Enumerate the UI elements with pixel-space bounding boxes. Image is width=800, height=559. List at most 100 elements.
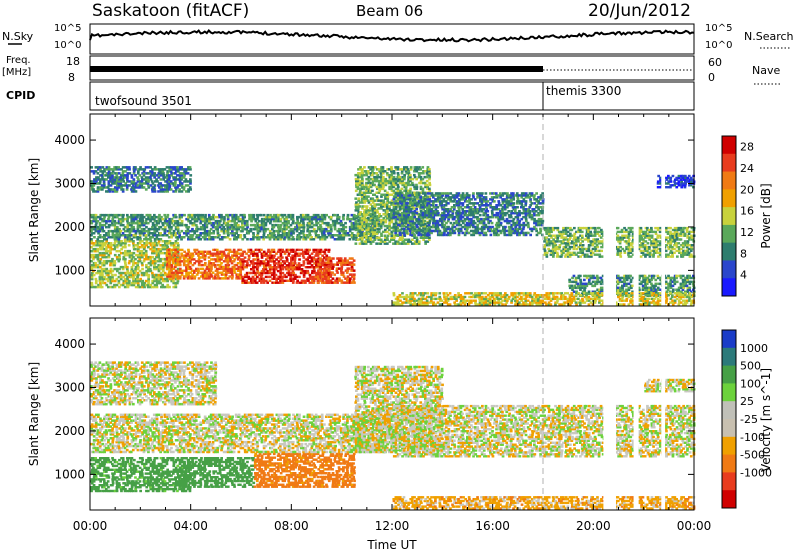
power-echo-cell (439, 192, 442, 195)
power-echo-cell (319, 257, 322, 260)
nave-label: Nave (752, 64, 780, 77)
power-echo-cell (113, 260, 116, 263)
power-echo-cell (189, 266, 192, 268)
power-echo-cell (489, 226, 492, 229)
freq-tick-high: 18 (66, 55, 80, 68)
power-echo-cell (237, 216, 240, 219)
power-echo-cell (159, 232, 162, 235)
power-echo-cell (300, 236, 303, 239)
power-echo-cell (204, 214, 207, 217)
power-echo-cell (183, 236, 186, 239)
power-echo-cell (99, 166, 102, 169)
power-echo-cell (393, 170, 396, 173)
power-echo-cell (246, 220, 249, 223)
power-echo-cell (256, 253, 259, 255)
power-echo-cell (204, 251, 207, 253)
power-echo-cell (126, 214, 129, 217)
power-echo-cell (348, 234, 351, 237)
power-echo-cell (161, 218, 164, 221)
power-echo-cell (193, 258, 196, 260)
power-echo-cell (398, 176, 401, 179)
power-echo-cell (411, 242, 414, 245)
power-echo-cell (228, 275, 231, 277)
power-echo-cell (181, 236, 184, 239)
power-echo-cell (428, 237, 431, 240)
power-echo-cell (240, 249, 243, 251)
power-echo-cell (325, 249, 328, 251)
power-echo-cell (243, 234, 246, 237)
power-echo-cell (149, 236, 152, 239)
power-echo-cell (164, 226, 167, 229)
power-echo-cell (376, 195, 379, 198)
power-echo-cell (160, 238, 163, 241)
power-echo-cell (95, 278, 98, 281)
power-echo-cell (292, 214, 295, 217)
power-echo-cell (275, 278, 278, 280)
power-echo-cell (397, 192, 400, 195)
power-echo-cell (214, 216, 217, 219)
power-echo-cell (90, 214, 93, 217)
power-echo-cell (355, 235, 358, 238)
power-echo-cell (181, 182, 184, 185)
power-echo-cell (373, 199, 376, 202)
power-echo-cell (329, 224, 332, 227)
power-echo-cell (189, 186, 192, 189)
power-echo-cell (347, 214, 350, 217)
cpid-segment-1: twofsound 3501 (95, 94, 192, 108)
power-echo-cell (170, 188, 173, 191)
power-echo-cell (161, 222, 164, 225)
power-echo-cell (132, 226, 135, 229)
power-echo-cell (155, 178, 158, 181)
power-echo-cell (315, 214, 318, 217)
power-echo-cell (296, 276, 299, 278)
power-echo-cell (306, 249, 309, 251)
power-echo-cell (155, 274, 158, 277)
power-echo-cell (413, 234, 416, 237)
power-echo-cell (476, 192, 479, 195)
power-echo-cell (201, 264, 204, 266)
power-echo-cell (373, 176, 376, 179)
power-echo-cell (398, 242, 401, 245)
power-echo-cell (189, 178, 192, 181)
power-echo-cell (401, 188, 404, 191)
power-echo-cell (178, 188, 181, 191)
power-echo-cell (136, 176, 139, 179)
power-echo-cell (275, 262, 278, 264)
power-echo-cell (466, 192, 469, 195)
power-echo-cell (453, 204, 456, 207)
power-echo-cell (347, 275, 350, 278)
power-echo-cell (122, 214, 125, 217)
power-echo-cell (415, 212, 418, 215)
power-echo-cell (371, 190, 374, 193)
power-echo-cell (357, 197, 360, 200)
power-echo-cell (413, 198, 416, 201)
power-echo-cell (143, 272, 146, 275)
power-echo-cell (309, 274, 312, 276)
power-echo-cell (422, 224, 425, 227)
power-echo-cell (199, 238, 202, 241)
power-echo-cell (273, 214, 276, 217)
power-echo-cell (338, 277, 341, 280)
power-echo-cell (336, 277, 339, 280)
power-echo-cell (147, 246, 150, 249)
power-echo-cell (133, 252, 136, 255)
power-echo-cell (321, 275, 324, 278)
power-echo-cell (267, 228, 270, 231)
power-echo-cell (428, 182, 431, 185)
power-echo-cell (338, 216, 341, 219)
power-echo-cell (489, 192, 492, 195)
power-echo-cell (212, 236, 215, 239)
power-echo-cell (436, 220, 439, 223)
power-echo-cell (474, 206, 477, 209)
power-echo-cell (484, 232, 487, 235)
power-echo-cell (118, 214, 121, 217)
power-echo-cell (151, 272, 154, 275)
power-echo-cell (359, 205, 362, 208)
power-echo-cell (116, 268, 119, 271)
power-echo-cell (134, 248, 137, 251)
power-echo-cell (92, 242, 95, 245)
power-echo-cell (166, 220, 169, 223)
power-echo-cell (122, 272, 125, 275)
power-echo-cell (195, 224, 198, 227)
